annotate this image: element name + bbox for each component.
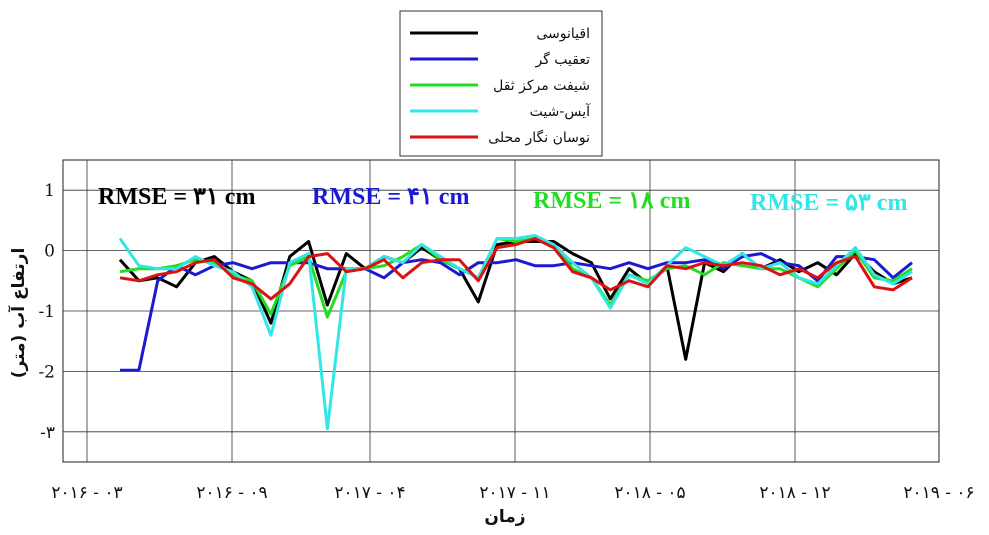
y-tick-label: 1 (44, 181, 55, 201)
x-tick-label: ۲۰۱۷ - ۱۱ (479, 483, 550, 503)
legend-entry-label: اقیانوسی (536, 26, 590, 42)
y-tick-label: 0 (44, 242, 55, 262)
legend-entry-label: تعقیب گر (534, 51, 590, 68)
series-line-2 (119, 237, 913, 319)
legend-entry-label: آیس-شیت (530, 103, 591, 120)
x-axis-label: زمان (484, 507, 525, 527)
x-tick-label: ۲۰۱۹ - ۰۶ (903, 483, 974, 503)
series-line-3 (118, 234, 913, 431)
rmse-annotation: RMSE = ۱۸ cm (533, 188, 690, 214)
y-tick-label: -۳ (40, 423, 55, 443)
rmse-annotation: RMSE = ۵۳ cm (750, 190, 907, 216)
y-axis-label: ارتفاع آب (متر) (7, 248, 29, 379)
series-line-4 (119, 237, 913, 301)
y-tick-label: -1 (38, 302, 55, 322)
x-tick-label: ۲۰۱۶ - ۰۹ (196, 483, 267, 503)
plot-area: RMSE = ۳۱ cm RMSE = ۴۱ cm RMSE = ۱۸ cm RMSE… (62, 159, 940, 463)
legend: اقیانوسی تعقیب گر شیفت مرکز ثقل آیس-شیت نوسا… (399, 10, 603, 157)
x-tick-label: ۲۰۱۸ - ۰۵ (614, 483, 685, 503)
legend-entry-label: شیفت مرکز ثقل (493, 78, 590, 94)
x-tick-label: ۲۰۱۸ - ۱۲ (759, 483, 830, 503)
x-tick-label: ۲۰۱۶ - ۰۳ (51, 483, 122, 503)
legend-entry-label: نوسان نگار محلی (488, 129, 590, 146)
rmse-annotation: RMSE = ۳۱ cm (98, 184, 255, 210)
y-tick-label: -2 (38, 362, 55, 382)
x-tick-label: ۲۰۱۷ - ۰۴ (334, 483, 405, 503)
rmse-annotation: RMSE = ۴۱ cm (312, 184, 469, 210)
